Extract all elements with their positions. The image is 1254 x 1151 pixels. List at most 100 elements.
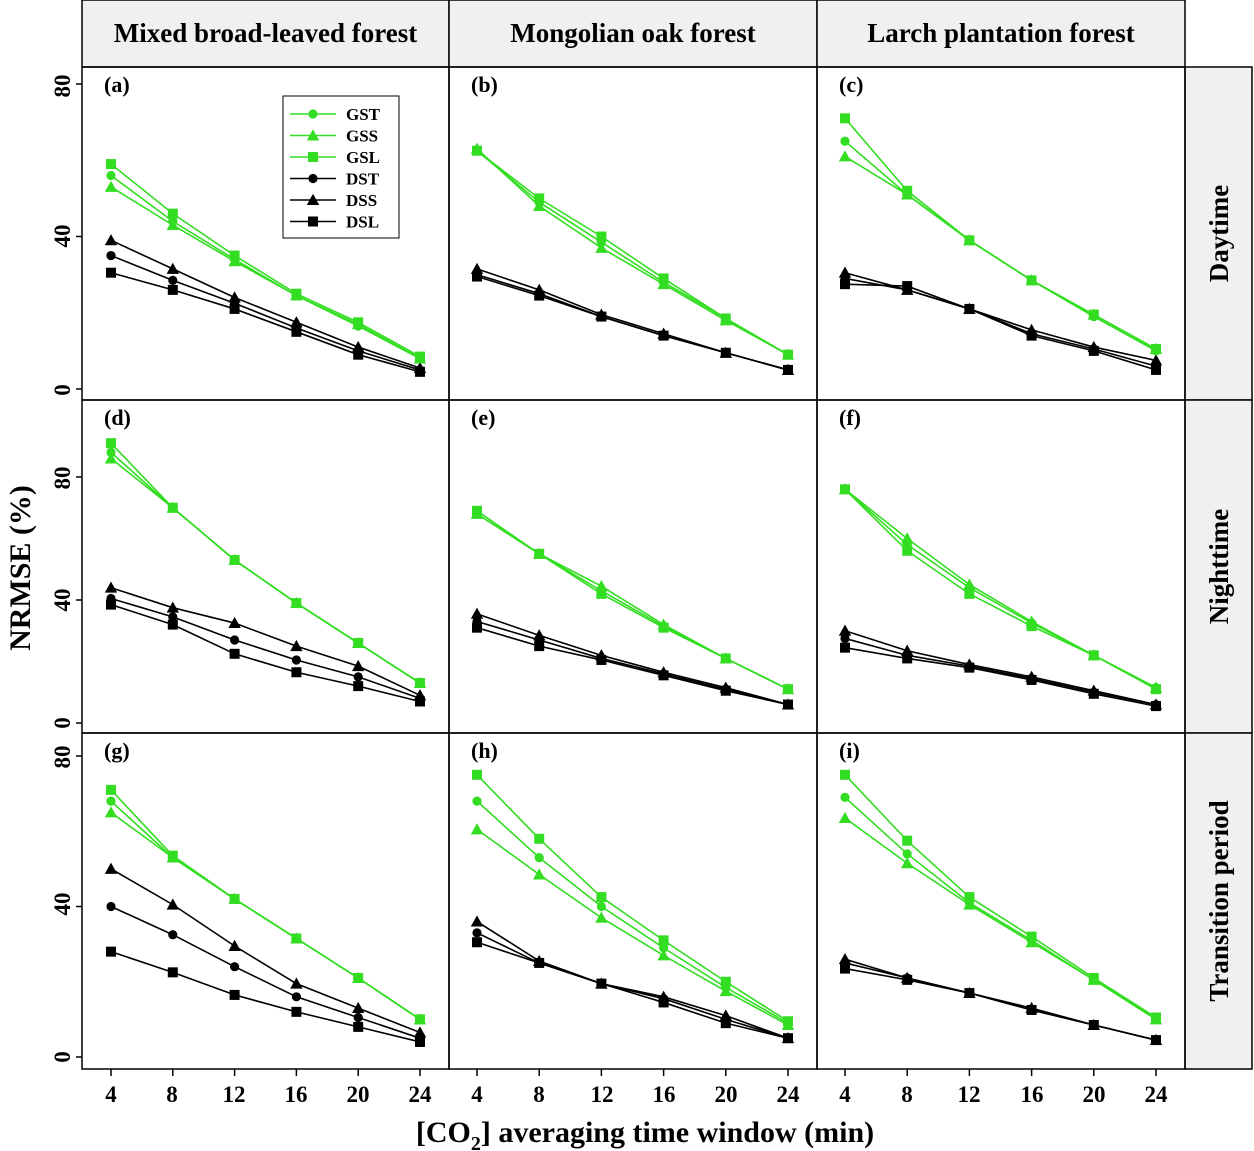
data-point-dss	[657, 990, 670, 1002]
row-strip-label: Nighttime	[1204, 509, 1234, 624]
data-point-dsl	[106, 946, 116, 957]
legend-marker	[308, 152, 318, 162]
data-point-gss	[166, 501, 179, 513]
series-line-dss	[476, 920, 789, 1039]
data-point-gss	[595, 241, 608, 253]
x-tick-label: 12	[591, 1082, 614, 1107]
data-point-dss	[781, 1031, 795, 1044]
series-line-gsl	[844, 774, 1157, 1019]
panel-label: (h)	[471, 738, 498, 763]
panel-label: (d)	[104, 405, 131, 430]
data-point-dss	[1087, 1018, 1100, 1030]
y-tick-label: 40	[50, 589, 75, 612]
data-point-gss	[352, 971, 365, 983]
data-point-gst	[106, 796, 116, 806]
data-point-dsl	[106, 599, 116, 610]
series-line-gss	[110, 811, 421, 1021]
x-axis-title: [CO2] averaging time window (min)	[416, 1116, 874, 1151]
data-point-gst	[534, 852, 544, 863]
y-axis-title: NRMSE (%)	[4, 485, 37, 651]
data-point-dst	[840, 633, 850, 644]
data-point-dss	[228, 291, 241, 303]
y-tick-label: 0	[50, 717, 75, 729]
series-line-gss	[844, 817, 1157, 1021]
x-tick-label: 4	[471, 1082, 483, 1107]
data-point-gss	[413, 1013, 427, 1025]
series-line-gst	[110, 800, 421, 1021]
data-point-gss	[595, 579, 608, 592]
data-point-dst	[168, 275, 178, 285]
data-point-gss	[719, 314, 732, 326]
data-point-dsl	[534, 641, 545, 652]
data-point-dsl	[167, 619, 178, 630]
series-line-gst	[476, 800, 789, 1024]
series-line-dsl	[844, 283, 1157, 371]
series-line-dst	[110, 597, 421, 700]
data-point-gst	[659, 943, 669, 953]
panel: (i)	[816, 732, 1186, 1076]
data-point-gss	[470, 823, 484, 835]
data-point-dss	[352, 1001, 365, 1014]
panel-frame	[448, 399, 818, 734]
legend-label: GSL	[346, 148, 380, 167]
data-point-dst	[353, 1012, 363, 1023]
series-line-gss	[844, 488, 1157, 689]
series-line-dss	[476, 268, 789, 371]
y-tick-label: 0	[50, 1051, 75, 1063]
series-line-gss	[476, 148, 789, 356]
data-point-gsl	[596, 892, 607, 903]
row-strips: Daytime Nighttime Transition period	[1184, 66, 1253, 1070]
x-tick-label: 8	[166, 1082, 178, 1107]
data-point-dst	[168, 612, 178, 622]
data-point-dss	[470, 915, 484, 927]
data-point-dss	[719, 1009, 732, 1021]
data-point-dss	[838, 624, 852, 636]
legend-label: GSS	[346, 127, 378, 146]
series-line-dss	[844, 629, 1157, 706]
series-line-dst	[844, 637, 1157, 706]
panel-label: (a)	[104, 72, 130, 97]
data-point-gss	[781, 348, 795, 360]
legend-marker	[306, 129, 320, 141]
data-point-gss	[1025, 274, 1038, 286]
data-point-dss	[533, 283, 546, 295]
data-point-dss	[901, 283, 914, 295]
data-point-gsl	[964, 892, 975, 903]
data-point-gss	[1087, 308, 1100, 320]
data-point-dsl	[472, 937, 482, 948]
data-point-gss	[719, 652, 732, 664]
data-point-dsl	[229, 303, 240, 314]
series-line-dss	[110, 586, 421, 697]
x-tick-label: 4	[839, 1082, 851, 1107]
data-point-dss	[719, 681, 732, 693]
data-point-dss	[413, 1026, 427, 1038]
data-point-dss	[595, 649, 608, 661]
panel-label: (i)	[839, 738, 860, 763]
row-strip-label: Daytime	[1204, 185, 1234, 282]
panel-label: (c)	[839, 72, 863, 97]
data-point-gss	[781, 682, 795, 695]
series-line-gsl	[110, 789, 421, 1021]
data-point-gss	[1149, 1013, 1163, 1025]
data-point-gsl	[964, 588, 975, 599]
data-point-dss	[781, 698, 795, 710]
row-strip-bg	[1184, 732, 1253, 1070]
data-point-gst	[472, 796, 482, 806]
data-point-dss	[104, 581, 118, 593]
data-point-dss	[104, 234, 118, 246]
data-point-gss	[838, 811, 852, 824]
data-point-dsl	[229, 648, 240, 659]
data-point-dss	[1149, 354, 1163, 366]
data-point-gsl	[840, 769, 850, 780]
series-line-gss	[476, 828, 789, 1026]
data-point-gss	[290, 289, 303, 301]
y-ticks: 80 40 0 80 40 0 80 40 0	[50, 75, 75, 1063]
data-point-dss	[1149, 698, 1163, 710]
x-tick-label: 20	[1083, 1082, 1106, 1107]
series-line-gss	[844, 155, 1157, 350]
data-point-gsl	[596, 231, 607, 242]
data-point-dsl	[229, 989, 240, 1000]
panel: (d)	[76, 399, 450, 734]
x-ticks: 4 8 12 16 20 24 4 8 12 16 20 24 4 8 12 1…	[105, 1082, 1168, 1107]
y-tick-label: 40	[50, 893, 75, 916]
